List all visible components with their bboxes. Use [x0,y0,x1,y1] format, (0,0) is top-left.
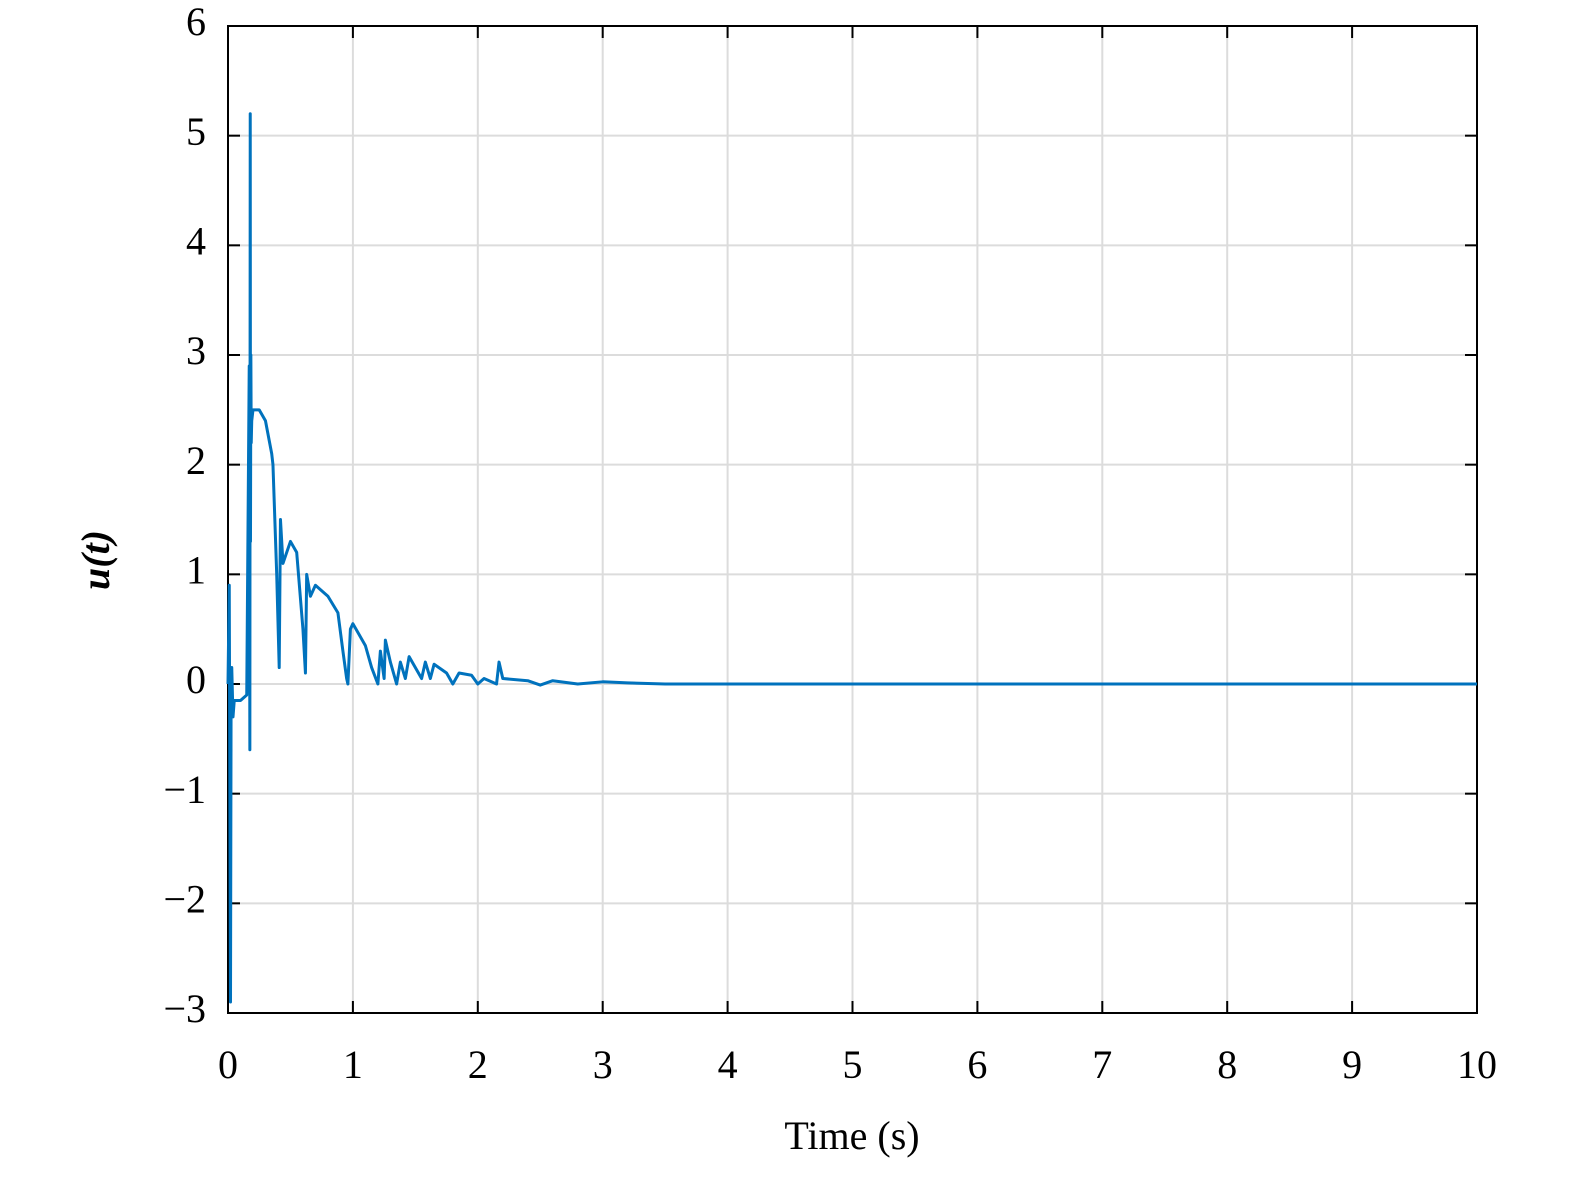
y-tick-label: 0 [186,657,206,702]
x-tick-label: 0 [218,1042,238,1087]
y-axis-label: u(t) [73,530,118,590]
plot-frame [227,25,1478,1014]
x-tick-label: 8 [1217,1042,1237,1087]
y-tick-label: −3 [163,986,206,1031]
y-tick-label: 5 [186,109,206,154]
y-tick-label: −1 [163,767,206,812]
x-tick-label: 4 [718,1042,738,1087]
x-tick-label: 9 [1342,1042,1362,1087]
x-tick-label: 7 [1092,1042,1112,1087]
y-tick-label: 6 [186,0,206,44]
x-tick-label: 10 [1457,1042,1497,1087]
y-tick-label: −2 [163,877,206,922]
y-tick-label: 2 [186,438,206,483]
x-tick-label: 2 [468,1042,488,1087]
x-tick-label: 5 [843,1042,863,1087]
y-tick-label: 1 [186,548,206,593]
y-tick-label: 4 [186,219,206,264]
x-tick-label: 1 [343,1042,363,1087]
x-axis-label: Time (s) [784,1113,919,1158]
x-tick-label: 3 [593,1042,613,1087]
data-line [226,112,1477,1004]
y-tick-label: 3 [186,328,206,373]
x-tick-label: 6 [967,1042,987,1087]
